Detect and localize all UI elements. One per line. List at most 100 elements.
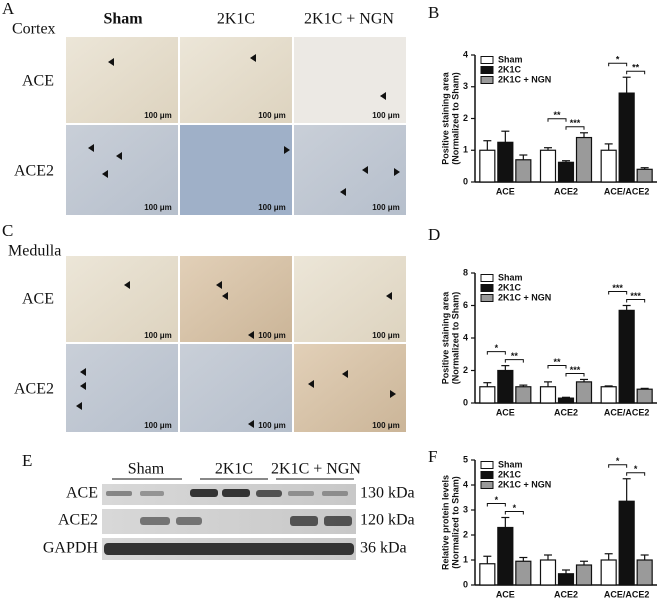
micrograph (180, 37, 292, 123)
y-tick-label: 4 (463, 332, 468, 342)
significance-label: * (495, 495, 499, 505)
scale-bar: 100 μm (372, 421, 400, 430)
bar (539, 149, 557, 183)
legend-label: 2K1C (498, 64, 522, 74)
micrograph (294, 37, 406, 123)
y-tick-label: 4 (463, 479, 468, 489)
bar (479, 386, 496, 404)
micrograph (66, 37, 178, 123)
region-label: Medulla (8, 243, 61, 260)
significance-bracket (486, 503, 506, 507)
legend-label: 2K1C + NGN (498, 74, 551, 84)
panel-c: C Medulla ACE ACE2 100 μm 100 μm 100 μm … (2, 221, 406, 432)
significance-label: * (616, 456, 620, 466)
y-tick-label: 2 (463, 113, 468, 123)
micrograph (66, 344, 178, 432)
blot-bands (104, 489, 354, 555)
bar (618, 500, 635, 586)
bar (557, 397, 575, 404)
bar (618, 92, 635, 183)
bar (497, 526, 514, 586)
row-label: ACE (22, 291, 54, 308)
panel-label: F (428, 447, 437, 466)
significance-label: * (634, 464, 638, 474)
significance-bracket (547, 118, 567, 122)
significance-label: ** (553, 110, 561, 120)
legend-label: 2K1C + NGN (498, 292, 551, 302)
significance-bracket (608, 464, 628, 468)
y-tick-label: 4 (463, 49, 468, 59)
row-label: ACE (22, 73, 54, 90)
significance-bracket (565, 372, 585, 377)
y-axis-label: (Normalized to Sham) (450, 292, 460, 385)
significance-bracket (626, 70, 646, 75)
legend-label: 2K1C (498, 469, 522, 479)
scale-bar: 100 μm (144, 111, 172, 120)
significance-label: * (616, 55, 620, 65)
x-tick-label: ACE2 (554, 407, 578, 417)
y-tick-label: 1 (463, 145, 468, 155)
scale-bar: 100 μm (372, 111, 400, 120)
micrograph (294, 344, 406, 432)
significance-bracket (608, 62, 628, 67)
x-tick-label: ACE2 (554, 589, 578, 599)
size-label: 36 kDa (360, 540, 407, 557)
micrograph (66, 256, 178, 342)
panel-a: A Cortex Sham 2K1C 2K1C + NGN ACE ACE2 1… (2, 0, 406, 215)
y-tick-label: 3 (463, 504, 468, 514)
bar (515, 386, 532, 404)
row-label: ACE2 (14, 163, 54, 180)
significance-label: *** (570, 365, 581, 375)
significance-bracket (547, 364, 567, 369)
bar-chart: D Positive staining area (Normalized to Sh… (428, 225, 657, 417)
legend-label: Sham (498, 272, 523, 282)
significance-label: *** (630, 291, 641, 301)
y-tick-label: 1 (463, 554, 468, 564)
size-label: 120 kDa (360, 512, 415, 529)
panel-e: E Sham 2K1C 2K1C + NGN ACE ACE2 GAPDH 13… (22, 451, 415, 560)
legend-swatch (480, 471, 494, 479)
y-tick-label: 0 (463, 397, 468, 407)
size-label: 130 kDa (360, 485, 415, 502)
scale-bar: 100 μm (144, 203, 172, 212)
panel-label: C (2, 221, 13, 240)
bar (636, 559, 653, 586)
significance-label: *** (612, 283, 623, 293)
y-axis-label: (Normalized to Sham) (450, 476, 460, 569)
bar (515, 560, 532, 586)
legend-swatch (480, 56, 494, 64)
scale-bar: 100 μm (144, 421, 172, 430)
bar (600, 149, 617, 183)
x-tick-label: ACE (496, 186, 515, 196)
legend-label: 2K1C + NGN (498, 479, 551, 489)
bar (600, 559, 617, 586)
panel-label: A (2, 0, 15, 18)
bar (497, 369, 514, 404)
bar (539, 386, 557, 404)
scale-bar: 100 μm (372, 203, 400, 212)
legend-swatch (480, 461, 494, 469)
row-label: ACE (66, 485, 98, 502)
legend-swatch (480, 294, 494, 302)
significance-bracket (608, 291, 628, 295)
x-tick-label: ACE (496, 407, 515, 417)
micrograph (294, 125, 406, 215)
y-axis-label: (Normalized to Sham) (450, 72, 460, 165)
x-tick-label: ACE/ACE2 (604, 407, 650, 417)
significance-label: ** (632, 63, 640, 73)
arrowheads (88, 54, 400, 196)
legend-label: 2K1C (498, 282, 522, 292)
significance-bracket (504, 511, 524, 515)
scale-bar: 100 μm (258, 331, 286, 340)
legend-label: Sham (498, 459, 523, 469)
bar (557, 573, 575, 586)
y-tick-label: 0 (463, 579, 468, 589)
scale-bar: 100 μm (258, 111, 286, 120)
significance-label: *** (570, 118, 581, 128)
significance-label: * (513, 503, 517, 513)
y-axis-label: Positive staining area (440, 291, 450, 385)
row-label: GAPDH (43, 540, 99, 557)
panel-label: E (22, 451, 32, 470)
